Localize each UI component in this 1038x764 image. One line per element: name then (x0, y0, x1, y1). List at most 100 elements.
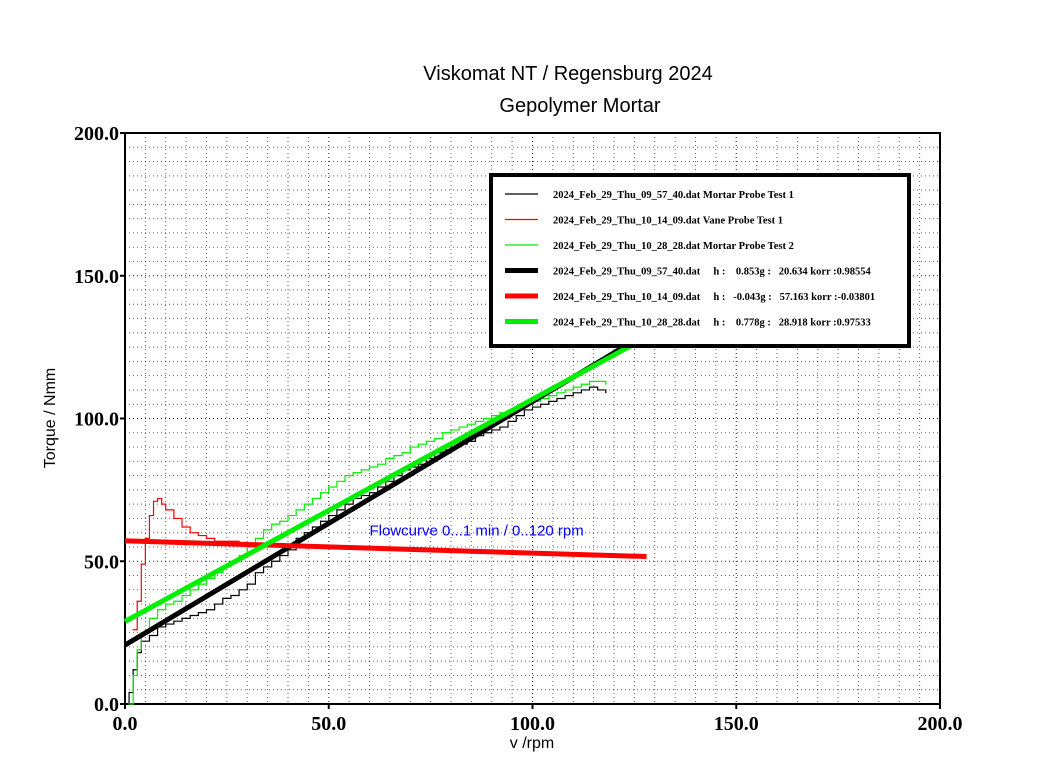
data-point (344, 475, 346, 477)
data-point (148, 514, 151, 517)
data-point (279, 520, 281, 522)
data-point (271, 560, 273, 562)
data-point (303, 503, 305, 505)
y-tick-label: 50.0 (84, 551, 119, 573)
data-point (238, 589, 240, 591)
data-point (360, 469, 362, 471)
data-point (173, 600, 175, 602)
data-point (271, 523, 273, 525)
data-point (287, 514, 289, 517)
data-point (311, 497, 314, 500)
data-point (548, 400, 550, 402)
data-point (238, 554, 240, 557)
x-axis-label: v /rpm (510, 735, 554, 752)
data-point (368, 466, 371, 468)
data-point (556, 392, 558, 394)
chart-subtitle: Gepolymer Mortar (499, 95, 660, 117)
data-point (140, 563, 142, 565)
data-point (507, 420, 509, 422)
x-tick-label: 50.0 (311, 713, 346, 735)
y-axis-ticks: 0.0 50.0 100.0 150.0 200.0 (74, 123, 125, 716)
data-point (564, 389, 566, 391)
data-point (434, 437, 436, 440)
data-point (580, 389, 583, 391)
data-point (157, 609, 159, 611)
data-point (336, 480, 338, 482)
data-point (189, 532, 191, 534)
x-tick-label: 0.0 (113, 713, 138, 735)
data-point (128, 691, 130, 694)
data-point (214, 603, 216, 605)
series-layer (123, 333, 647, 705)
data-point (328, 514, 330, 517)
data-point (320, 492, 322, 494)
data-point (458, 426, 460, 428)
y-axis-label: Torque / Nmm (42, 368, 59, 468)
fit-line-2 (124, 538, 647, 560)
chart-title: Viskomat NT / Regensburg 2024 (423, 63, 712, 85)
data-point (205, 609, 208, 611)
legend: 2024_Feb_29_Thu_09_57_40.dat Mortar Prob… (489, 173, 911, 348)
x-axis-ticks: 0.0 50.0 100.0 150.0 200.0 (113, 704, 963, 735)
fit-line-3 (123, 337, 644, 624)
data-point (483, 417, 485, 420)
data-point (132, 669, 134, 671)
data-point (450, 429, 452, 431)
data-point (556, 397, 558, 400)
data-point (336, 509, 338, 511)
data-point (588, 380, 591, 382)
measured-curve-2 (133, 497, 264, 631)
data-point (189, 614, 191, 617)
data-point (157, 497, 159, 500)
data-point (173, 517, 175, 520)
legend-box (489, 173, 911, 348)
y-tick-label: 0.0 (94, 694, 119, 716)
legend-label: 2024_Feb_29_Thu_09_57_40.dat Mortar Prob… (553, 190, 794, 201)
x-tick-label: 200.0 (918, 713, 963, 735)
data-point (181, 594, 183, 597)
data-point (328, 486, 330, 488)
data-point (393, 455, 395, 457)
legend-label: 2024_Feb_29_Thu_10_14_09.dat Vane Probe … (553, 216, 783, 227)
data-point (295, 509, 297, 511)
data-point (295, 537, 297, 540)
data-point (173, 620, 175, 622)
data-point (205, 537, 208, 540)
data-point (385, 457, 387, 460)
data-point (148, 634, 151, 637)
data-point (124, 703, 126, 705)
data-point (499, 412, 501, 414)
data-point (181, 526, 183, 528)
x-tick-label: 150.0 (714, 713, 759, 735)
data-point (580, 383, 583, 385)
data-point (572, 392, 574, 394)
data-point (246, 583, 248, 585)
data-point (144, 537, 146, 540)
data-point (572, 386, 574, 388)
data-point (401, 452, 403, 454)
data-point (320, 520, 322, 522)
data-point (523, 409, 525, 411)
measured-curve-1 (125, 386, 607, 705)
y-tick-label: 150.0 (74, 266, 119, 288)
data-point (368, 492, 371, 494)
data-point (564, 395, 566, 397)
data-point (474, 420, 477, 422)
data-point (417, 443, 419, 445)
data-point (128, 703, 130, 705)
data-point (181, 617, 183, 619)
data-point (531, 406, 534, 408)
y-tick-label: 100.0 (74, 409, 119, 431)
data-point (597, 389, 599, 391)
data-point (442, 432, 444, 434)
data-point (605, 392, 607, 394)
data-point (409, 446, 411, 448)
data-point (189, 589, 191, 591)
data-point (499, 426, 501, 428)
data-point (491, 415, 493, 417)
data-point (262, 566, 265, 568)
data-point (161, 503, 163, 505)
data-point (352, 472, 354, 474)
y-tick-label: 200.0 (74, 123, 119, 145)
